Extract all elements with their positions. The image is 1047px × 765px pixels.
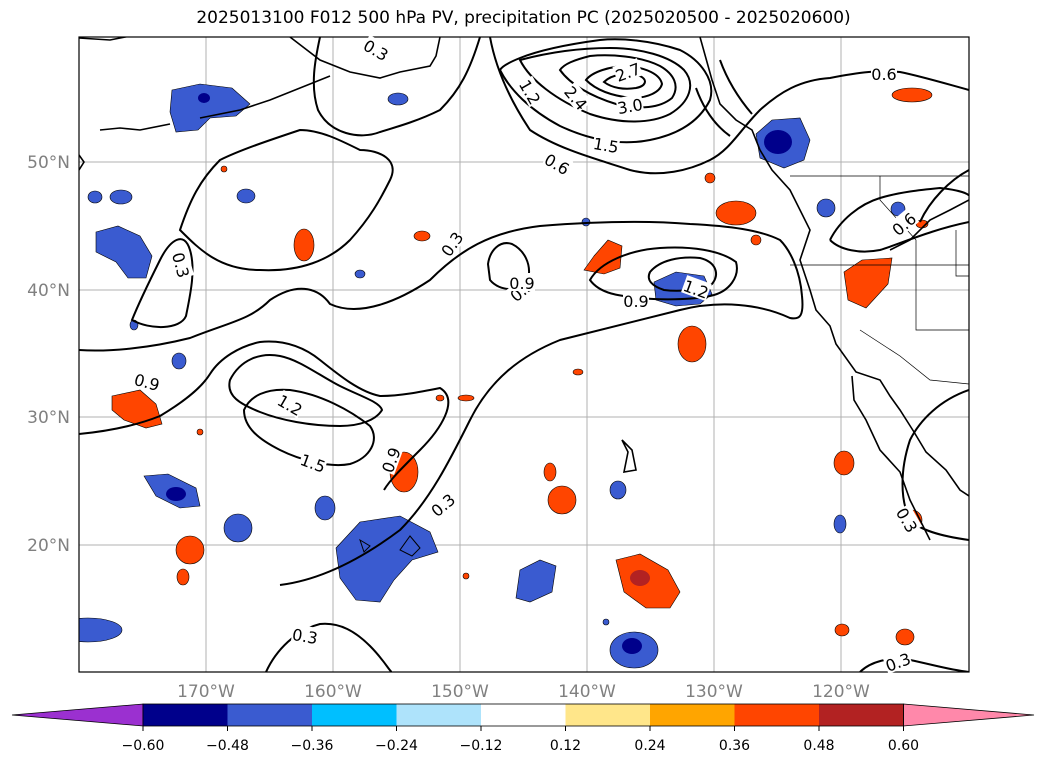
lat-label-50n: 50°N <box>27 153 70 173</box>
graticule <box>79 37 969 672</box>
colorbar-tick-label: 0.36 <box>719 738 750 754</box>
map-title: 2025013100 F012 500 hPa PV, precipitatio… <box>196 8 851 28</box>
contour-label: 1.5 <box>592 134 620 157</box>
contour-label-bg <box>298 449 329 475</box>
colorbar-tick-label: −0.36 <box>291 738 334 754</box>
colorbar-segment <box>396 704 482 726</box>
colorbar-tick-label: −0.60 <box>122 738 165 754</box>
colorbar-extend-min <box>11 703 144 727</box>
contour-label: 0.6 <box>871 65 896 84</box>
contour-label-bg <box>681 275 712 301</box>
colorbar-tick-label: 0.24 <box>634 738 665 754</box>
longitude-labels: 170°W 160°W 150°W 140°W 130°W 120°W <box>177 682 870 702</box>
contour-label-bg <box>893 503 923 536</box>
contour-label-bg <box>516 75 546 108</box>
contour-label: 0.3 <box>291 625 319 648</box>
lon-label-130w: 130°W <box>685 682 743 702</box>
colorbar-tick-label: 0.48 <box>803 738 834 754</box>
colorbar-tick-label: 0.12 <box>550 738 581 754</box>
colorbar-segment <box>819 704 904 726</box>
pv-contours <box>79 37 969 672</box>
contour-label-bg <box>612 58 643 84</box>
contour-label: 3.0 <box>616 95 644 118</box>
colorbar <box>11 703 1035 727</box>
contour-label-bg <box>377 444 403 475</box>
lon-label-170w: 170°W <box>177 682 235 702</box>
contour-label-bg <box>509 273 535 291</box>
contour-label-bg <box>426 488 459 520</box>
colorbar-tick-label: −0.24 <box>375 738 418 754</box>
contour-label-bg <box>274 389 307 419</box>
contour-label-bg <box>882 648 913 674</box>
contour-label-bg <box>436 227 467 260</box>
contour-label-bg <box>871 64 897 82</box>
colorbar-outline <box>142 703 904 727</box>
contour-label-bg <box>290 623 320 647</box>
lon-label-160w: 160°W <box>304 682 362 702</box>
latitude-labels: 50°N 40°N 30°N 20°N <box>27 153 70 556</box>
lon-label-120w: 120°W <box>812 682 870 702</box>
colorbar-segment <box>734 704 820 726</box>
contour-label: 0.9 <box>623 292 648 311</box>
contour-label-bg <box>360 34 393 64</box>
lat-label-40n: 40°N <box>27 281 70 301</box>
colorbar-segment <box>227 704 313 726</box>
contour-label-bg <box>561 81 593 114</box>
contour-label-bg <box>132 368 163 394</box>
lat-label-30n: 30°N <box>27 408 70 428</box>
lon-label-140w: 140°W <box>558 682 616 702</box>
coastlines <box>79 37 969 557</box>
contour-label-bg <box>541 148 574 178</box>
colorbar-segment <box>481 704 566 726</box>
colorbar-tick-label: −0.48 <box>206 738 249 754</box>
lat-label-20n: 20°N <box>27 536 70 556</box>
map-area <box>79 37 969 672</box>
contour-label-bg <box>169 249 195 280</box>
contour-label: 0.9 <box>509 274 534 293</box>
colorbar-segment <box>143 704 228 726</box>
colorbar-tick-label: 0.60 <box>888 738 919 754</box>
colorbar-segment <box>565 704 651 726</box>
colorbar-tick-label: −0.12 <box>460 738 503 754</box>
contour-label-bg <box>623 291 649 309</box>
map-frame <box>78 36 970 673</box>
colorbar-ticks: −0.60 −0.48 −0.36 −0.24 −0.12 0.12 0.24 0.36 0.4… <box>122 726 919 754</box>
contour-label-bg <box>887 207 920 239</box>
contour-label-bg <box>615 93 645 117</box>
contour-label-bg <box>591 132 621 156</box>
colorbar-segment <box>312 704 397 726</box>
colorbar-segment <box>650 704 735 726</box>
lon-label-150w: 150°W <box>431 682 489 702</box>
colorbar-extend-max <box>903 703 1035 727</box>
